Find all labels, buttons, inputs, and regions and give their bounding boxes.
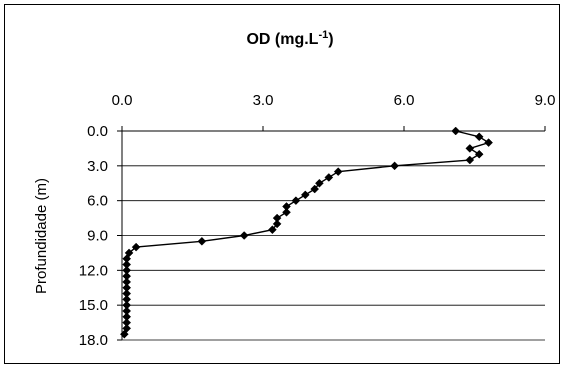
x-tick-label-0: 0.0 [112, 92, 133, 109]
data-point-35 [119, 329, 129, 339]
y-tick-label-2: 6.0 [87, 193, 108, 210]
data-point-0 [451, 126, 461, 136]
data-point-11 [300, 190, 310, 200]
data-point-14 [282, 207, 291, 217]
chart-title-superscript: -1 [318, 29, 328, 41]
series [119, 126, 493, 339]
data-point-17 [268, 225, 277, 235]
chart-title: OD (mg.L-1) [246, 29, 333, 48]
data-point-20 [131, 242, 141, 252]
data-point-6 [390, 161, 399, 171]
data-point-12 [291, 196, 301, 206]
data-point-1 [474, 132, 484, 142]
y-tick-label-1: 3.0 [87, 158, 108, 175]
data-point-10 [310, 184, 320, 194]
y-tick-label-5: 15.0 [79, 297, 108, 314]
data-point-5 [465, 155, 475, 165]
gridlines [122, 165, 545, 341]
x-tick-label-1: 3.0 [253, 92, 274, 109]
tick-labels: 0.0 3.0 6.0 9.0 0.0 3.0 6.0 9.0 12.0 15.0 18.0 [79, 92, 556, 349]
data-point-7 [333, 167, 343, 176]
x-tick-label-3: 9.0 [535, 92, 556, 109]
y-tick-label-0: 0.0 [87, 123, 108, 140]
data-point-2 [484, 138, 493, 147]
data-point-18 [239, 231, 249, 240]
y-tick-label-3: 9.0 [87, 228, 108, 245]
data-point-9 [315, 178, 324, 188]
axes [117, 126, 546, 341]
chart-title-main: OD (mg.L [246, 31, 318, 48]
chart-area [4, 4, 560, 364]
data-point-3 [465, 144, 475, 153]
data-point-4 [474, 149, 484, 159]
y-axis-label: Profundidade (m) [33, 178, 50, 294]
x-tick-label-2: 6.0 [394, 92, 415, 109]
y-tick-label-4: 12.0 [79, 262, 108, 279]
data-point-8 [324, 173, 334, 182]
chart-title-close: ) [328, 31, 333, 48]
data-point-19 [197, 236, 207, 246]
data-point-16 [272, 219, 282, 229]
y-tick-label-6: 18.0 [79, 332, 108, 349]
series-line-0 [123, 130, 491, 335]
